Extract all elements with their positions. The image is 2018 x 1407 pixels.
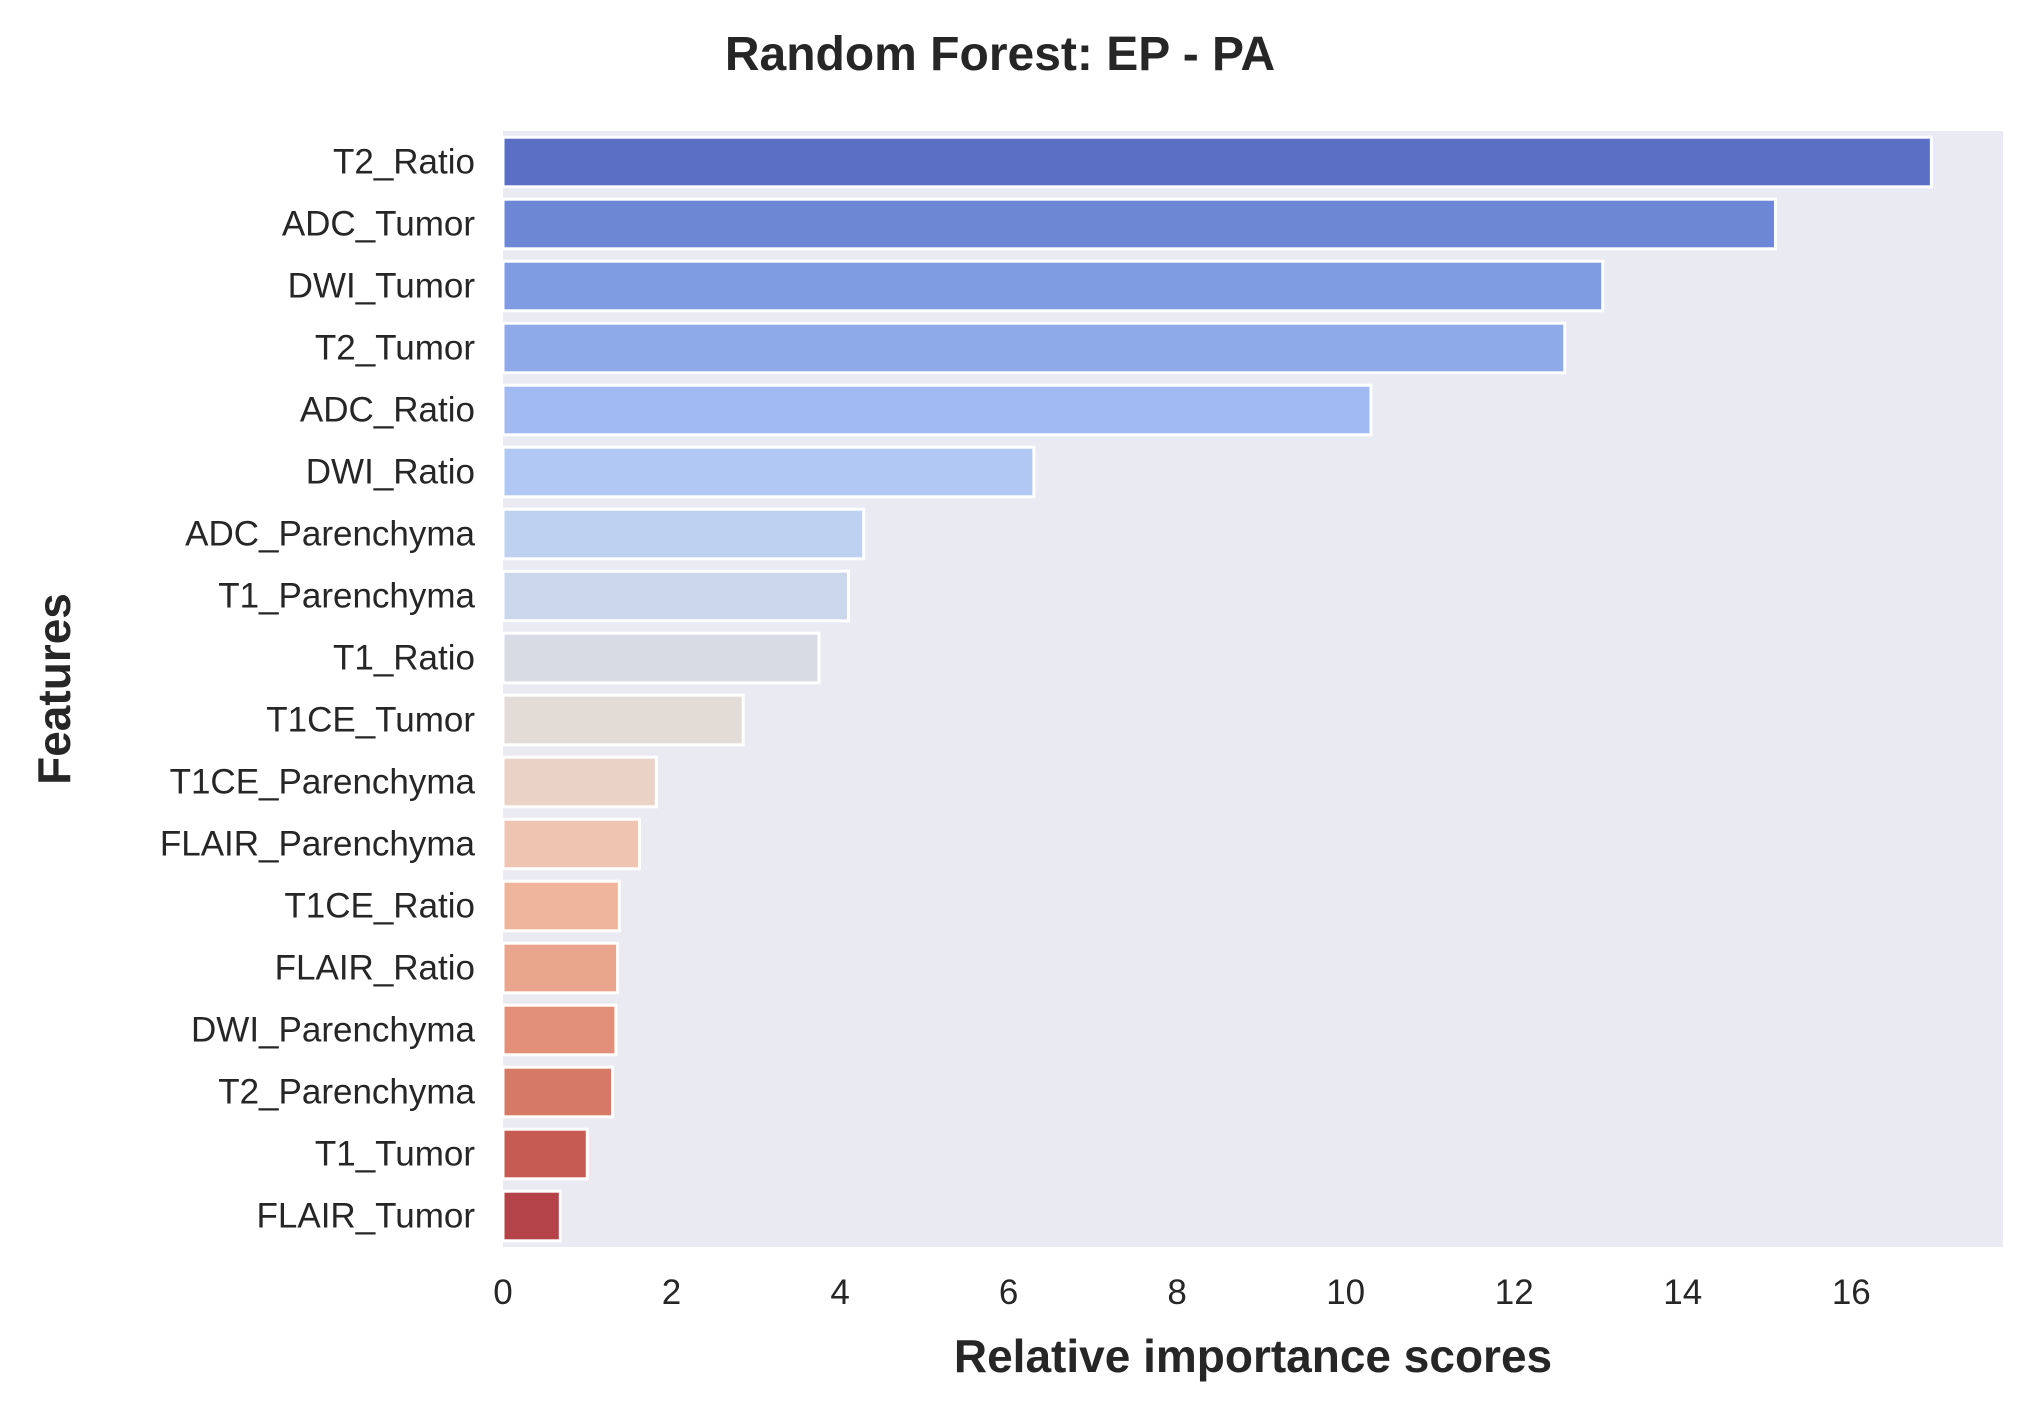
bar — [501, 755, 658, 809]
bar — [501, 321, 1567, 375]
category-label: T1CE_Parenchyma — [170, 763, 476, 802]
x-tick-label: 8 — [1167, 1273, 1186, 1312]
bar — [501, 507, 866, 561]
category-label: T1_Parenchyma — [218, 577, 475, 616]
category-label: T2_Parenchyma — [218, 1073, 475, 1112]
bar — [501, 1189, 562, 1243]
category-label: T1CE_Tumor — [266, 701, 475, 740]
bar — [501, 631, 821, 685]
category-label: T1_Tumor — [315, 1135, 475, 1174]
x-tick-label: 4 — [830, 1273, 849, 1312]
bar — [501, 1065, 615, 1119]
x-tick-label: 0 — [493, 1273, 512, 1312]
bar — [501, 445, 1036, 499]
plot-area — [503, 131, 2003, 1247]
x-tick-label: 14 — [1663, 1273, 1702, 1312]
category-label: T2_Tumor — [315, 329, 475, 368]
category-label: ADC_Tumor — [282, 205, 476, 244]
category-labels: T2_Ratio ADC_Tumor DWI_Tumor T2_Tumor ADC_Ra… — [160, 143, 476, 1236]
category-label: FLAIR_Parenchyma — [160, 825, 476, 864]
chart-title: Random Forest: EP - PA — [725, 28, 1275, 81]
bar — [501, 941, 620, 995]
x-tick-label: 10 — [1326, 1273, 1365, 1312]
category-label: DWI_Parenchyma — [191, 1011, 476, 1050]
x-axis-title: Relative importance scores — [954, 1330, 1552, 1382]
y-axis-title: Features — [28, 593, 80, 785]
bar — [501, 135, 1933, 189]
category-label: DWI_Ratio — [306, 453, 475, 492]
x-tick-label: 16 — [1832, 1273, 1871, 1312]
bar — [501, 569, 851, 623]
x-tick-label: 2 — [662, 1273, 681, 1312]
x-tick-label: 6 — [999, 1273, 1018, 1312]
bar — [501, 259, 1605, 313]
category-label: T1_Ratio — [333, 639, 475, 678]
category-label: T1CE_Ratio — [284, 887, 475, 926]
category-label: FLAIR_Ratio — [275, 949, 475, 988]
x-tick-label: 12 — [1495, 1273, 1534, 1312]
bar — [501, 817, 642, 871]
bar — [501, 879, 621, 933]
bar — [501, 1127, 589, 1181]
bar — [501, 383, 1373, 437]
bars-layer — [501, 135, 1933, 1243]
bar — [501, 693, 745, 747]
category-label: ADC_Ratio — [300, 391, 475, 430]
x-tick-labels: 0 2 4 6 8 10 12 14 16 — [493, 1273, 1871, 1312]
bar — [501, 1003, 618, 1057]
category-label: FLAIR_Tumor — [257, 1197, 476, 1236]
category-label: ADC_Parenchyma — [185, 515, 475, 554]
category-label: T2_Ratio — [333, 143, 475, 182]
bar — [501, 197, 1777, 251]
category-label: DWI_Tumor — [288, 267, 476, 306]
